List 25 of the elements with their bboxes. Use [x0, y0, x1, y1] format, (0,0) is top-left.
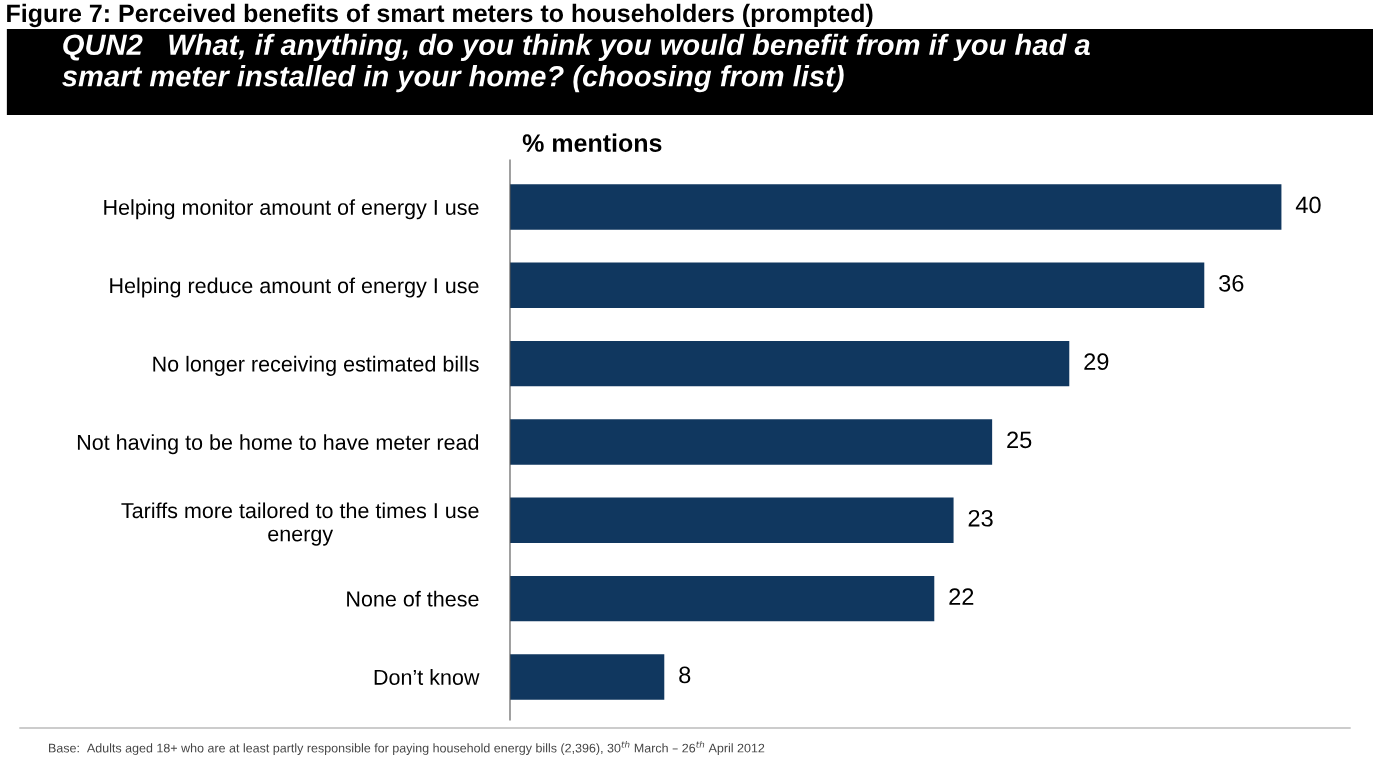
bar — [510, 575, 935, 622]
data-label: 8 — [679, 666, 691, 684]
y-tick-label: Don’t know — [374, 669, 480, 685]
bar — [510, 184, 1282, 230]
y-tick-label: Helping reduce amount of energy I use — [110, 277, 479, 298]
bar — [510, 497, 954, 543]
data-label: 29 — [1084, 353, 1109, 370]
y-tick-label: Tariffs more tailored to the times I use energy — [121, 502, 479, 546]
chart-subtitle: QUN2 What, if anything, do you think you would benefit from if you had a smart meter installed in your home? (choosing from list) — [62, 33, 1090, 93]
y-tick-label: None of these — [347, 590, 479, 607]
chart-title: Figure 7: Perceived benefits of smart meters to householders (prompted) — [7, 3, 873, 28]
bar — [510, 340, 1070, 387]
x-axis-title: % mentions — [522, 133, 662, 152]
data-label: 36 — [1219, 274, 1244, 292]
y-tick-label: Not having to be home to have meter read — [77, 434, 479, 455]
data-label: 25 — [1007, 431, 1032, 449]
text: Base: Adults aged 18+ who are at least partly responsible for paying household energy bills (2,396), 30$^{th}$ March – 26$^{th}$ April 2012 — [49, 740, 765, 755]
y-tick-label: No longer receiving estimated bills — [153, 355, 479, 376]
data-label: 23 — [968, 509, 993, 527]
bar — [510, 262, 1205, 309]
data-label: 22 — [949, 588, 974, 605]
bar — [510, 654, 665, 700]
y-tick-label: Helping monitor amount of energy I use — [104, 199, 479, 220]
bar — [510, 419, 993, 465]
data-label: 40 — [1295, 196, 1321, 214]
